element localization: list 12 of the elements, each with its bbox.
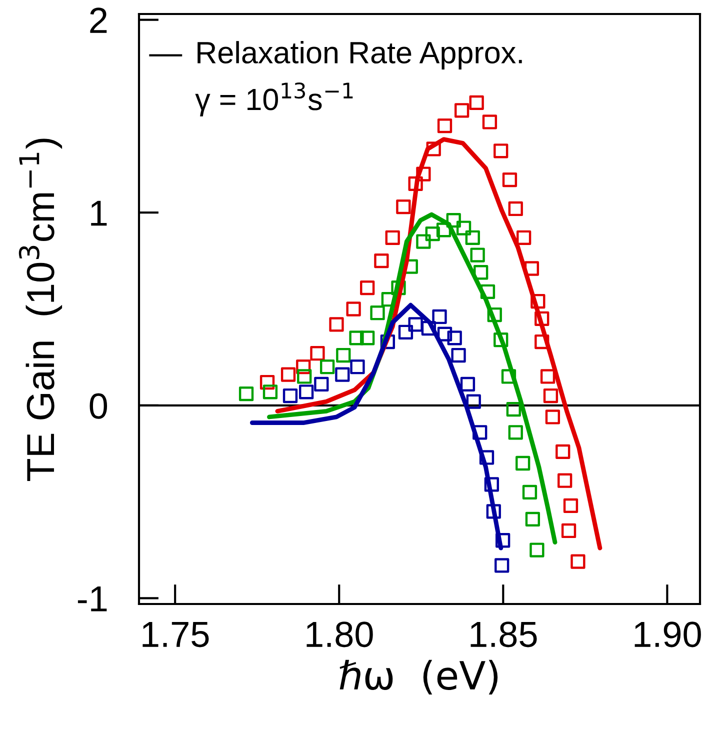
x-tick-label: 1.85 (470, 622, 537, 648)
x-tick-label: 1.75 (142, 622, 209, 648)
x-axis-title: ℏω (eV) (340, 660, 498, 695)
y-tick-label: -1 (78, 586, 107, 612)
y-tick-label: 1 (91, 200, 107, 226)
annotation: γ = 10$^{13}$s$^{−1}$ (195, 82, 353, 116)
y-tick-label: 2 (90, 8, 107, 33)
y-tick-label: 0 (90, 393, 108, 419)
y-axis-title: TE Gain (10$^{3}$cm$^{−1}$) (18, 138, 62, 481)
x-tick-label: 1.90 (634, 622, 701, 648)
x-tick-label: 1.80 (306, 622, 373, 648)
annotation: Relaxation Rate Approx. (198, 41, 522, 70)
